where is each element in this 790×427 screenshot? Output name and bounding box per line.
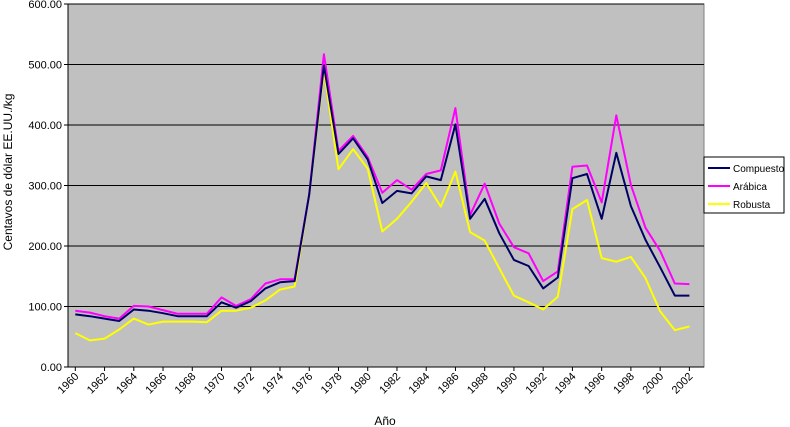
x-tick-label: 1974	[260, 371, 286, 397]
x-tick-label: 1962	[85, 371, 111, 397]
y-tick-label: 200.00	[28, 241, 62, 253]
x-axis-ticks: 1960 1962 1964 1966 1968 1970 1972 1974 1976 1978…	[56, 367, 696, 396]
x-tick-label: 1980	[348, 371, 374, 397]
x-tick-label: 1986	[436, 371, 462, 397]
legend-label: Arábica	[733, 182, 767, 193]
x-tick-label: 1970	[202, 371, 228, 397]
y-axis-ticks: 0.00 100.00 200.00 300.00 400.00 500.00 600.00	[28, 0, 704, 374]
y-tick-label: 300.00	[28, 181, 62, 193]
series-line-compuesto	[75, 64, 690, 322]
legend: Compuesto Arábica Robusta	[703, 156, 785, 214]
x-tick-label: 1978	[319, 371, 345, 397]
legend-label: Compuesto	[733, 164, 785, 175]
x-tick-label: 1966	[143, 371, 169, 397]
y-tick-label: 600.00	[28, 0, 62, 11]
x-tick-label: 2000	[640, 371, 666, 397]
x-tick-label: 2002	[670, 371, 696, 397]
x-tick-label: 1994	[553, 371, 579, 397]
y-tick-label: 500.00	[28, 60, 62, 72]
x-tick-label: 1988	[465, 371, 491, 397]
x-tick-label: 1968	[173, 371, 199, 397]
x-tick-label: 1996	[582, 371, 608, 397]
x-tick-label: 1982	[377, 371, 403, 397]
y-tick-label: 100.00	[28, 302, 62, 314]
x-tick-label: 1976	[290, 371, 316, 397]
y-tick-label: 400.00	[28, 120, 62, 132]
x-tick-label: 1960	[56, 371, 82, 397]
y-tick-label: 0.00	[41, 362, 62, 374]
series-line-arábica	[75, 53, 690, 320]
x-tick-label: 1964	[114, 371, 140, 397]
x-tick-label: 1984	[407, 371, 433, 397]
legend-label: Robusta	[733, 200, 771, 211]
x-tick-label: 1990	[494, 371, 520, 397]
x-tick-label: 1992	[523, 371, 549, 397]
x-axis-title: Año	[374, 414, 396, 427]
series-line-robusta	[74, 69, 690, 342]
series-lines	[74, 53, 690, 342]
y-axis-title: Centavos de dólar EE.UU./kg	[1, 94, 15, 251]
x-tick-label: 1972	[231, 371, 257, 397]
x-tick-label: 1998	[611, 371, 637, 397]
